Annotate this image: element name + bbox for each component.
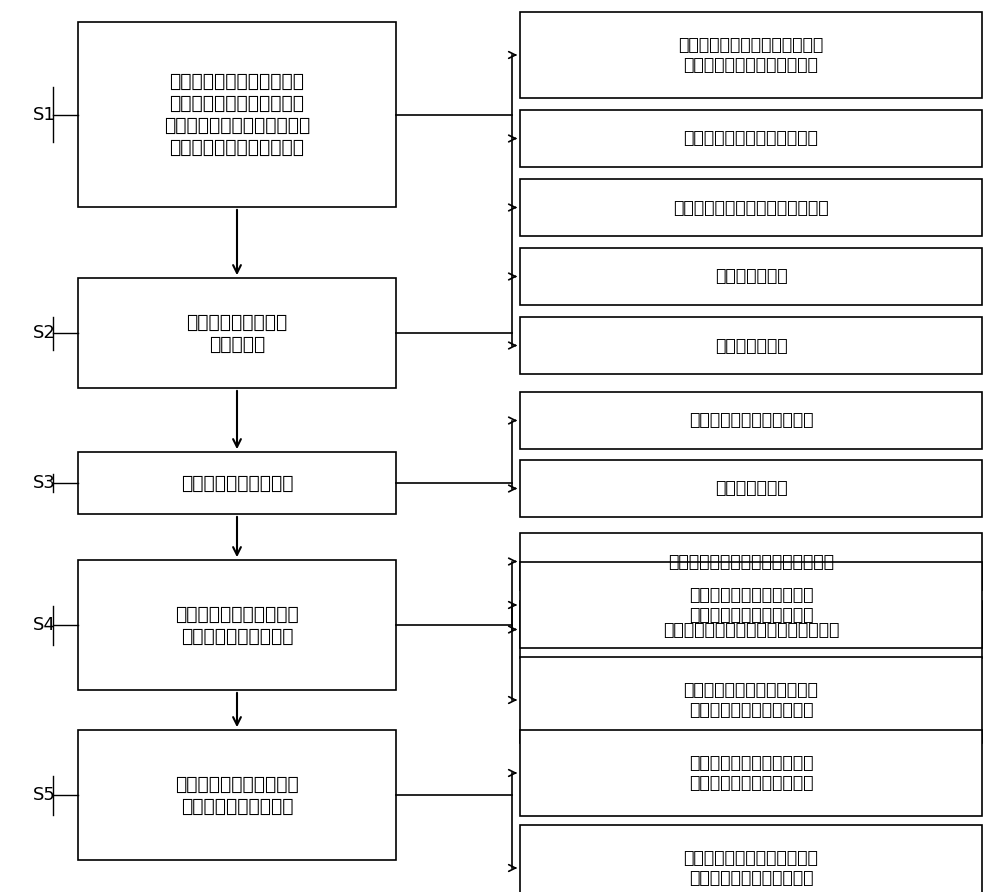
Text: 建立水稻穗部籽粒部位一次枝梗
总长度与籽粒数之间数学模型: 建立水稻穗部籽粒部位一次枝梗 总长度与籽粒数之间数学模型 [678, 36, 824, 74]
Text: 验证穗部一次枝梗籽粒部位
面积特征与籽粒数数学模型: 验证穗部一次枝梗籽粒部位 面积特征与籽粒数数学模型 [689, 754, 813, 792]
Text: 扫描一次枝梗平直化水稻穗部图像: 扫描一次枝梗平直化水稻穗部图像 [673, 199, 829, 217]
Text: 水稻穗部特征参数提取: 水稻穗部特征参数提取 [181, 474, 293, 492]
Bar [520, 12, 982, 98]
Text: 提取穗部籽粒部位一次枝梗总长度特征: 提取穗部籽粒部位一次枝梗总长度特征 [663, 621, 839, 639]
Text: S5: S5 [33, 786, 55, 804]
Bar [520, 392, 982, 449]
Text: S1: S1 [33, 105, 55, 123]
Bar [520, 730, 982, 816]
Bar [520, 110, 982, 167]
Text: 图像灰度化处理: 图像灰度化处理 [715, 268, 787, 285]
Text: S3: S3 [33, 474, 55, 492]
Bar [520, 657, 982, 743]
Text: 建立穗部一次枝梗籽粒部位
面积特征与籽粒数数学模型: 建立穗部一次枝梗籽粒部位 面积特征与籽粒数数学模型 [689, 586, 813, 624]
Bar [520, 601, 982, 658]
Text: 水稻穗部图像的数学
形态学分析: 水稻穗部图像的数学 形态学分析 [186, 312, 288, 353]
Bar [78, 730, 396, 860]
Text: 建立水稻穗部籽粒数与穗
部特征参数间数学模型: 建立水稻穗部籽粒数与穗 部特征参数间数学模型 [175, 605, 299, 646]
Bar [520, 562, 982, 648]
Text: 图像开运算膨胀和腐蚀组合: 图像开运算膨胀和腐蚀组合 [689, 411, 813, 430]
Text: S4: S4 [33, 616, 55, 634]
Text: 验证穗部籽粒部位一次枝梗总
长度特征与籽粒数数学模型: 验证穗部籽粒部位一次枝梗总 长度特征与籽粒数数学模型 [684, 848, 818, 888]
Bar [78, 560, 396, 690]
Bar [520, 825, 982, 892]
Bar [78, 452, 396, 514]
Text: 图像填充和去杂: 图像填充和去杂 [715, 480, 787, 498]
Bar [520, 317, 982, 374]
Bar [520, 460, 982, 517]
Bar [520, 533, 982, 590]
Bar [78, 22, 396, 207]
Text: 提取穗部一次枝梗籽粒部位面积特征: 提取穗部一次枝梗籽粒部位面积特征 [668, 552, 834, 571]
Text: 验证水稻穗部籽粒数与穗
部特征参数间数学模型: 验证水稻穗部籽粒数与穗 部特征参数间数学模型 [175, 774, 299, 815]
Text: 水稻穗部一次枝梗平直化处理: 水稻穗部一次枝梗平直化处理 [684, 129, 818, 147]
Bar [520, 179, 982, 236]
Text: S2: S2 [33, 324, 55, 342]
Text: 水稻穗部籽粒部位一次枝梗
总长度与籽粒数之间数学模
型建立、一次枝梗平直化、穗
部图像采集及其图像预处理: 水稻穗部籽粒部位一次枝梗 总长度与籽粒数之间数学模 型建立、一次枝梗平直化、穗 … [164, 72, 310, 157]
Text: 建立穗部籽粒部位一次枝梗总
长度特征与籽粒数数学模型: 建立穗部籽粒部位一次枝梗总 长度特征与籽粒数数学模型 [684, 681, 818, 720]
Bar [520, 248, 982, 305]
Bar [78, 278, 396, 388]
Text: 图像二值化处理: 图像二值化处理 [715, 336, 787, 354]
